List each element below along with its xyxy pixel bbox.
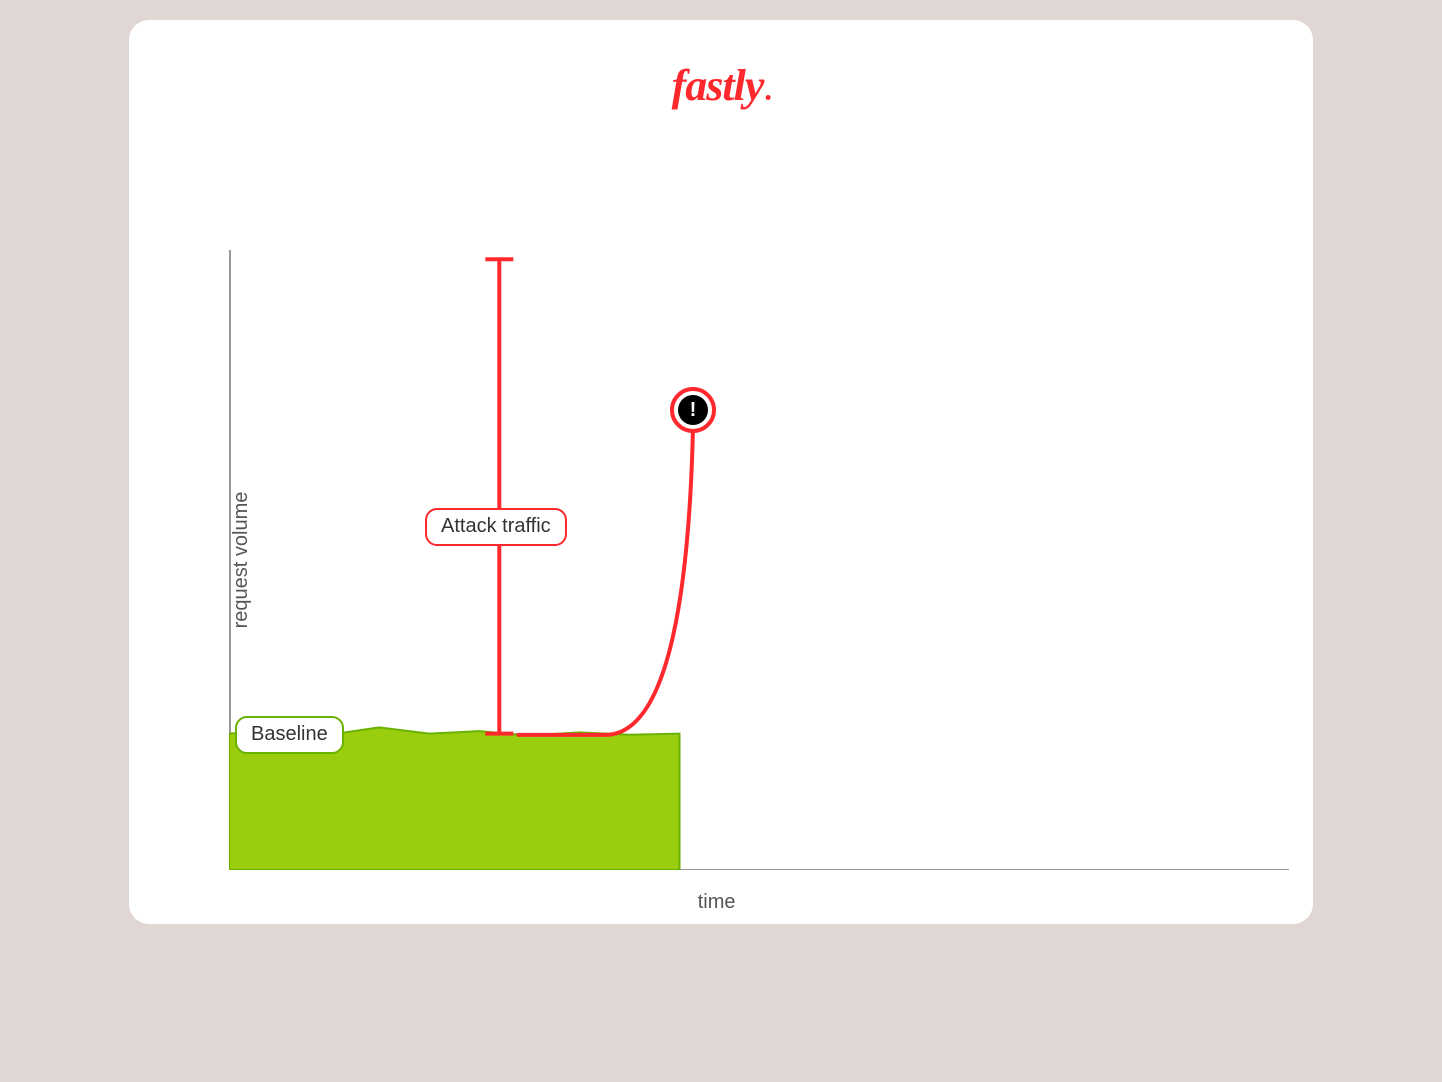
brand-logo: fastly <box>672 64 771 108</box>
x-axis-label: time <box>698 891 736 914</box>
brand-logo-dot <box>765 95 770 100</box>
spike-curve <box>229 250 1289 870</box>
baseline-label: Baseline <box>235 716 344 754</box>
alert-badge: ! <box>670 387 716 433</box>
brand-logo-text: fastly <box>672 61 764 110</box>
attack-traffic-label: Attack traffic <box>425 508 567 546</box>
outer-frame: fastly request volume time Baseline Atta… <box>89 0 1353 948</box>
alert-glyph: ! <box>690 400 697 420</box>
alert-icon: ! <box>678 395 708 425</box>
card: fastly request volume time Baseline Atta… <box>129 20 1313 924</box>
chart: request volume time Baseline Attack traf… <box>229 250 1289 870</box>
